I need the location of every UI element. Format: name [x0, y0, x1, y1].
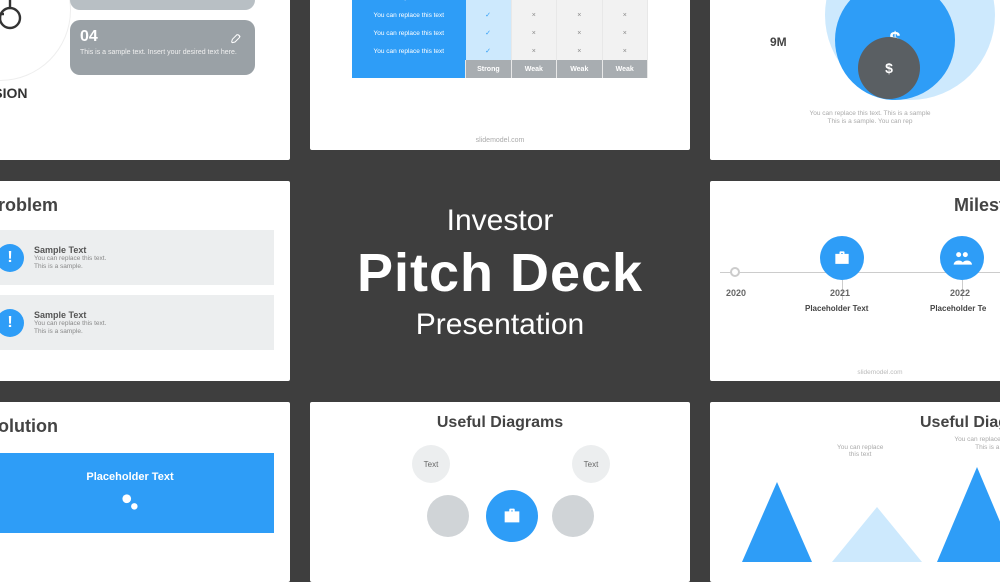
problem-card-1: ! Sample Text You can replace this text.…	[0, 230, 274, 285]
triangle-2	[832, 507, 922, 562]
exclamation-icon: !	[0, 244, 24, 272]
table-row-label: You can replace this text	[352, 6, 466, 24]
check-icon: ✓	[466, 24, 511, 42]
diagram-node-side	[427, 495, 469, 537]
vision-circle	[0, 0, 70, 80]
table-row-label: You can replace this text	[352, 42, 466, 60]
timeline-circle-1	[820, 236, 864, 280]
timeline-node	[730, 267, 740, 277]
vision-label: VISION	[0, 85, 27, 101]
problem-card-2: ! Sample Text You can replace this text.…	[0, 295, 274, 350]
slide-comparison-table: You can replace this text✓×××You can rep…	[310, 0, 690, 150]
timeline: 2020 2021 2022 Placeholder Text Placehol…	[720, 236, 1000, 356]
diagram-canvas: Text Text	[322, 440, 678, 560]
cross-icon: ×	[511, 42, 556, 60]
problem-card-heading: Sample Text	[34, 310, 106, 320]
briefcase-icon	[832, 248, 852, 268]
triangles-group: You can replace this text	[722, 462, 1000, 562]
center-line3: Presentation	[310, 308, 690, 342]
gears-icon	[117, 489, 143, 515]
slide-vision: VISION This is a sample text. Insert you…	[0, 0, 290, 160]
diagrams-title: Useful Diagrams	[322, 414, 678, 432]
comparison-table: You can replace this text✓×××You can rep…	[352, 0, 648, 78]
table-footer-cell: Weak	[511, 60, 556, 78]
slide-diagrams: Useful Diagrams Text Text	[310, 402, 690, 582]
venn-caption: You can replace this text. This is a sam…	[710, 110, 1000, 127]
milestone-label-1: Placeholder Text	[805, 304, 868, 313]
milestone-label-2: Placeholder Te	[930, 304, 986, 313]
slide-solution: Solution Placeholder Text	[0, 402, 290, 582]
triangle-caption: You can replace this text	[837, 444, 883, 458]
diagram-node-side	[552, 495, 594, 537]
vision-box-text: This is a sample text. Insert your desir…	[80, 48, 245, 57]
binoculars-icon	[0, 0, 24, 34]
center-line2: Pitch Deck	[310, 242, 690, 304]
triangle-1	[742, 482, 812, 562]
cross-icon: ×	[557, 24, 602, 42]
solution-title: Solution	[0, 416, 274, 437]
venn-inner-circle: $	[858, 37, 920, 99]
slide-diagrams-2: Useful Diag You can replace th This is a…	[710, 402, 1000, 582]
exclamation-icon: !	[0, 309, 24, 337]
problem-card-sub: You can replace this text. This is a sam…	[34, 255, 106, 271]
vision-box-1: This is a sample text. Insert your desir…	[70, 0, 255, 10]
table-footer-cell: Strong	[466, 60, 511, 78]
diagram-node-text: Text	[412, 445, 450, 483]
cross-icon: ×	[602, 24, 648, 42]
cross-icon: ×	[511, 6, 556, 24]
cross-icon: ×	[557, 6, 602, 24]
table-footer-cell	[352, 60, 466, 78]
timeline-circle-2	[940, 236, 984, 280]
cross-icon: ×	[511, 24, 556, 42]
year-2022: 2022	[950, 288, 970, 298]
table-row-label: You can replace this text	[352, 24, 466, 42]
vision-box-number: 04	[80, 28, 98, 46]
briefcase-icon	[501, 505, 523, 527]
year-2020: 2020	[726, 288, 746, 298]
slide-market-size: $ $ 99M 9M You can replace this text. Th…	[710, 0, 1000, 160]
triangle-3	[937, 467, 1000, 562]
diagrams2-title: Useful Diag	[722, 414, 1000, 432]
rocket-icon	[229, 30, 245, 46]
diagram-node-text: Text	[572, 445, 610, 483]
year-2021: 2021	[830, 288, 850, 298]
check-icon: ✓	[466, 6, 511, 24]
milestones-footer: slidemodel.com	[720, 369, 1000, 376]
center-title-block: Investor Pitch Deck Presentation	[310, 204, 690, 342]
slide-problem: Problem ! Sample Text You can replace th…	[0, 181, 290, 381]
cross-icon: ×	[557, 42, 602, 60]
venn-label-9m: 9M	[770, 35, 787, 49]
solution-box: Placeholder Text	[0, 453, 274, 533]
vision-box-2: 04 This is a sample text. Insert your de…	[70, 20, 255, 75]
center-line1: Investor	[310, 204, 690, 238]
people-icon	[952, 248, 972, 268]
cross-icon: ×	[602, 42, 648, 60]
check-icon: ✓	[466, 42, 511, 60]
cross-icon: ×	[602, 6, 648, 24]
problem-card-heading: Sample Text	[34, 245, 106, 255]
table-footer: slidemodel.com	[310, 137, 690, 144]
problem-card-sub: You can replace this text. This is a sam…	[34, 320, 106, 336]
dollar-icon: $	[885, 60, 893, 76]
table-footer-cell: Weak	[602, 60, 648, 78]
solution-box-label: Placeholder Text	[86, 471, 173, 483]
slide-milestones: Milesto 2020 2021 2022 Placeholder Text …	[710, 181, 1000, 381]
problem-title: Problem	[0, 195, 274, 216]
milestones-title: Milesto	[720, 195, 1000, 216]
diagram-center-node	[486, 490, 538, 542]
table-footer-cell: Weak	[557, 60, 602, 78]
